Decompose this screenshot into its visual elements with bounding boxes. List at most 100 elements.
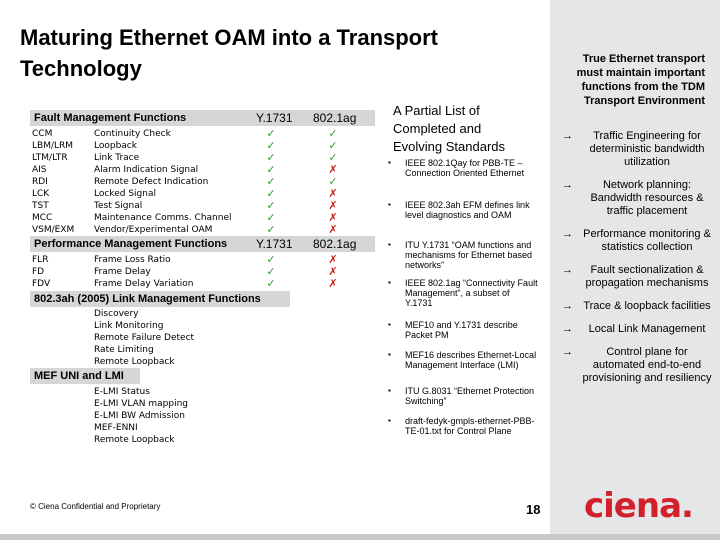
standards-item-label: ITU Y.1731 “OAM functions and mechanisms… bbox=[405, 240, 533, 270]
standards-heading: A Partial List of Completed and Evolving… bbox=[393, 103, 506, 154]
table-row: LBM/LRM Loopback ✓ ✓ bbox=[32, 140, 377, 152]
standards-item: ▪ draft-fedyk-gmpls-ethernet-PBB-TE-01.tx… bbox=[388, 416, 538, 436]
sidebar-heading: True Ethernet transport must maintain im… bbox=[576, 53, 705, 107]
standards-item-label: MEF16 describes Ethernet-Local Managemen… bbox=[405, 350, 537, 370]
table-row: LTM/LTR Link Trace ✓ ✓ bbox=[32, 152, 377, 164]
list-item: MEF-ENNI bbox=[32, 422, 332, 434]
sidebar-item-label: Network planning: Bandwidth resources & … bbox=[590, 179, 704, 217]
sidebar-item: → Traffic Engineering for deterministic b… bbox=[560, 130, 712, 169]
list-item: Remote Loopback bbox=[32, 434, 332, 446]
arrow-icon: → bbox=[562, 130, 573, 142]
list-item-label: E-LMI VLAN mapping bbox=[94, 399, 188, 409]
ag-x-icon: ✗ bbox=[328, 187, 338, 200]
y1731-check-icon: ✓ bbox=[266, 211, 276, 224]
list-item: Link Monitoring bbox=[32, 320, 332, 332]
sidebar-item: → Local Link Management bbox=[560, 323, 712, 336]
standards-item: ▪ MEF16 describes Ethernet-Local Manageme… bbox=[388, 350, 538, 370]
ag-x-icon: ✗ bbox=[328, 265, 338, 278]
ag-x-icon: ✗ bbox=[328, 211, 338, 224]
fault-col-y1731: Y.1731 bbox=[256, 111, 293, 125]
sidebar-item: → Trace & loopback facilities bbox=[560, 300, 712, 313]
mef-list: E-LMI Status E-LMI VLAN mapping E-LMI BW A… bbox=[32, 386, 332, 446]
ag-x-icon: ✗ bbox=[328, 163, 338, 176]
perf-col-y1731: Y.1731 bbox=[256, 237, 293, 251]
sidebar-item-label: Traffic Engineering for deterministic ba… bbox=[589, 130, 705, 168]
ag-check-icon: ✓ bbox=[328, 151, 338, 164]
list-item: Rate Limiting bbox=[32, 344, 332, 356]
y1731-check-icon: ✓ bbox=[266, 187, 276, 200]
function-name: Continuity Check bbox=[94, 129, 171, 139]
standards-item-label: IEEE 802.3ah EFM defines link level diag… bbox=[405, 200, 530, 220]
standards-item: ▪ ITU G.8031 “Ethernet Protection Switchi… bbox=[388, 386, 538, 406]
list-item-label: Remote Failure Detect bbox=[94, 333, 195, 343]
ag-x-icon: ✗ bbox=[328, 253, 338, 266]
sidebar-item: → Network planning: Bandwidth resources &… bbox=[560, 179, 712, 218]
list-item-label: Discovery bbox=[94, 309, 139, 319]
function-abbr: LTM/LTR bbox=[32, 153, 68, 163]
y1731-check-icon: ✓ bbox=[266, 265, 276, 278]
footer-confidential: © Ciena Confidential and Proprietary bbox=[30, 502, 161, 511]
bullet-icon: ▪ bbox=[388, 240, 391, 249]
bullet-icon: ▪ bbox=[388, 278, 391, 287]
table-row: TST Test Signal ✓ ✗ bbox=[32, 200, 377, 212]
fault-table: CCM Continuity Check ✓ ✓ LBM/LRM Loopback ✓ ✓ LT… bbox=[32, 128, 377, 236]
sidebar-item-label: Local Link Management bbox=[588, 323, 706, 335]
sidebar-item-label: Control plane for automated end-to-end p… bbox=[582, 346, 712, 384]
function-name: Frame Loss Ratio bbox=[94, 255, 171, 265]
standards-item: ▪ IEEE 802.3ah EFM defines link level dia… bbox=[388, 200, 538, 220]
function-name: Loopback bbox=[94, 141, 137, 151]
fault-section-header: Fault Management Functions Y.1731 802.1a… bbox=[30, 110, 375, 126]
function-abbr: TST bbox=[32, 201, 49, 211]
link-list: Discovery Link Monitoring Remote Failure D… bbox=[32, 308, 332, 368]
link-header-label: 802.3ah (2005) Link Management Functions bbox=[34, 293, 261, 305]
ag-x-icon: ✗ bbox=[328, 223, 338, 236]
perf-header-label: Performance Management Functions bbox=[34, 238, 228, 250]
table-row: LCK Locked Signal ✓ ✗ bbox=[32, 188, 377, 200]
list-item-label: Remote Loopback bbox=[94, 435, 175, 445]
list-item-label: Remote Loopback bbox=[94, 357, 175, 367]
y1731-check-icon: ✓ bbox=[266, 223, 276, 236]
function-abbr: FDV bbox=[32, 279, 51, 289]
arrow-icon: → bbox=[562, 323, 573, 335]
mef-section-header: MEF UNI and LMI bbox=[30, 368, 140, 384]
sidebar-list: → Traffic Engineering for deterministic b… bbox=[560, 130, 712, 395]
ag-check-icon: ✓ bbox=[328, 175, 338, 188]
list-item-label: Link Monitoring bbox=[94, 321, 164, 331]
fault-col-8021ag: 802.1ag bbox=[313, 111, 357, 125]
list-item-label: MEF-ENNI bbox=[94, 423, 138, 433]
table-row: AIS Alarm Indication Signal ✓ ✗ bbox=[32, 164, 377, 176]
table-row: MCC Maintenance Comms. Channel ✓ ✗ bbox=[32, 212, 377, 224]
sidebar-item-label: Trace & loopback facilities bbox=[583, 300, 711, 312]
sidebar-item-label: Fault sectionalization & propagation mec… bbox=[585, 264, 709, 289]
function-abbr: FLR bbox=[32, 255, 49, 265]
function-name: Locked Signal bbox=[94, 189, 156, 199]
y1731-check-icon: ✓ bbox=[266, 151, 276, 164]
function-abbr: LCK bbox=[32, 189, 50, 199]
function-abbr: MCC bbox=[32, 213, 53, 223]
sidebar-panel bbox=[550, 0, 720, 540]
list-item: E-LMI VLAN mapping bbox=[32, 398, 332, 410]
standards-item: ▪ MEF10 and Y.1731 describe Packet PM bbox=[388, 320, 538, 340]
function-abbr: LBM/LRM bbox=[32, 141, 74, 151]
slide-title: Maturing Ethernet OAM into a Transport T… bbox=[20, 25, 439, 81]
perf-col-8021ag: 802.1ag bbox=[313, 237, 357, 251]
arrow-icon: → bbox=[562, 346, 573, 358]
function-name: Alarm Indication Signal bbox=[94, 165, 199, 175]
y1731-check-icon: ✓ bbox=[266, 127, 276, 140]
standards-item-label: draft-fedyk-gmpls-ethernet-PBB-TE-01.txt… bbox=[405, 416, 535, 436]
sidebar-item: → Control plane for automated end-to-end … bbox=[560, 346, 712, 385]
mef-header-label: MEF UNI and LMI bbox=[34, 370, 124, 382]
arrow-icon: → bbox=[562, 300, 573, 312]
function-name: Link Trace bbox=[94, 153, 140, 163]
sidebar-item: → Fault sectionalization & propagation me… bbox=[560, 264, 712, 290]
ag-check-icon: ✓ bbox=[328, 127, 338, 140]
standards-item-label: ITU G.8031 “Ethernet Protection Switchin… bbox=[405, 386, 535, 406]
list-item: E-LMI Status bbox=[32, 386, 332, 398]
standards-item: ▪ IEEE 802.1ag “Connectivity Fault Manage… bbox=[388, 278, 538, 308]
standards-item: ▪ IEEE 802.1Qay for PBB-TE – Connection O… bbox=[388, 158, 538, 178]
arrow-icon: → bbox=[562, 228, 573, 240]
function-abbr: CCM bbox=[32, 129, 53, 139]
y1731-check-icon: ✓ bbox=[266, 253, 276, 266]
bullet-icon: ▪ bbox=[388, 200, 391, 209]
function-name: Frame Delay bbox=[94, 267, 151, 277]
